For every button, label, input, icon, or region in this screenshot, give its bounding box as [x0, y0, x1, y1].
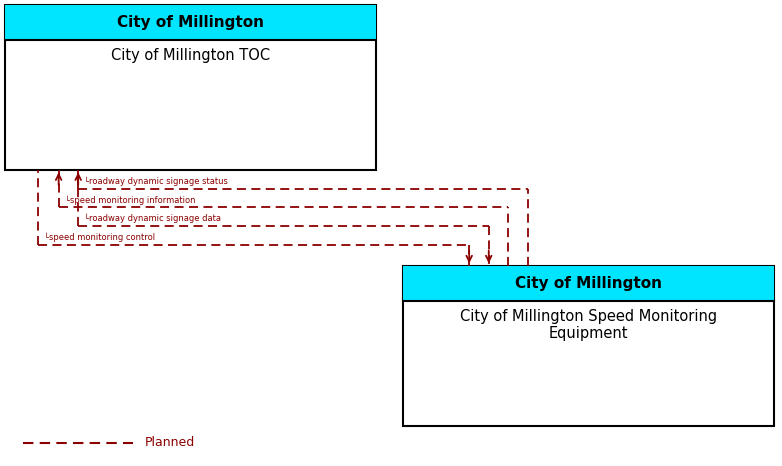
Text: └roadway dynamic signage data: └roadway dynamic signage data — [84, 214, 221, 223]
Bar — [403, 266, 774, 426]
Bar — [5, 5, 376, 170]
Bar — [403, 266, 774, 301]
Text: └speed monitoring control: └speed monitoring control — [44, 233, 155, 242]
Text: City of Millington Speed Monitoring
Equipment: City of Millington Speed Monitoring Equi… — [460, 309, 717, 342]
Text: └speed monitoring information: └speed monitoring information — [65, 195, 196, 205]
Text: └roadway dynamic signage status: └roadway dynamic signage status — [84, 177, 228, 186]
Bar — [5, 5, 376, 40]
Text: Planned: Planned — [145, 436, 195, 449]
Text: City of Millington: City of Millington — [515, 275, 662, 291]
Text: City of Millington TOC: City of Millington TOC — [111, 48, 270, 63]
Text: City of Millington: City of Millington — [117, 14, 264, 30]
